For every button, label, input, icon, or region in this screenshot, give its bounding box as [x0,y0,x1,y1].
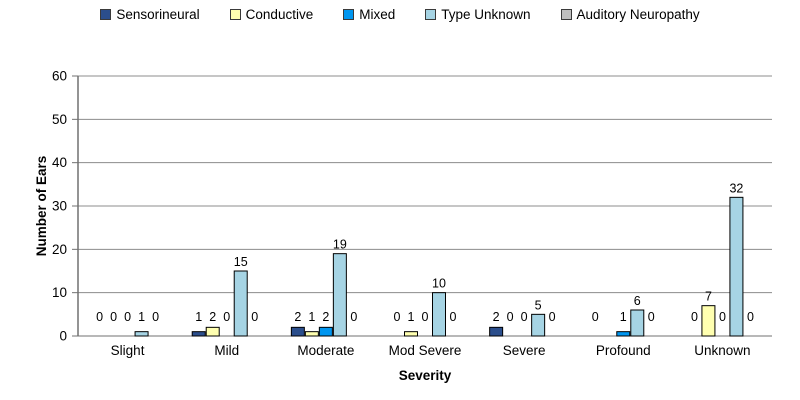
bar-sensorineural-moderate [290,326,305,337]
value-label: 2 [294,310,301,324]
value-label: 2 [322,310,329,324]
value-label: 2 [209,310,216,324]
y-tick-label-50: 50 [52,112,67,127]
legend-item-sensorineural: Sensorineural [100,7,200,22]
value-label: 0 [719,310,726,324]
bar-type-unknown-mod-severe [432,292,446,337]
bar-conductive-mild [205,326,220,337]
bar-mixed-moderate [318,326,333,337]
value-label: 0 [96,310,103,324]
value-label: 1 [195,310,202,324]
legend-label-conductive: Conductive [245,7,314,22]
chart-legend: Sensorineural Conductive Mixed Type Unkn… [0,8,800,22]
x-category-label-mod-severe: Mod Severe [389,343,462,358]
bar-type-unknown-profound [630,309,645,337]
value-label: 15 [234,255,248,269]
value-label: 0 [450,310,457,324]
y-tick-label-60: 60 [52,69,67,84]
legend-swatch-sensorineural [100,9,112,21]
legend-label-mixed: Mixed [359,7,396,22]
value-label: 19 [333,238,347,252]
value-label: 0 [251,310,258,324]
bar-mixed-profound [616,331,631,337]
legend-swatch-type-unknown [425,9,437,21]
legend-swatch-mixed [343,9,355,21]
value-label: 0 [152,310,159,324]
bar-type-unknown-moderate [332,253,347,337]
bar-sensorineural-mild [191,331,206,337]
value-label: 1 [408,310,415,324]
legend-item-mixed: Mixed [343,8,395,22]
y-tick-label-40: 40 [52,155,67,170]
x-category-label-unknown: Unknown [694,343,750,358]
x-category-label-slight: Slight [111,343,145,358]
value-label: 6 [634,294,641,308]
bar-sensorineural-severe [489,326,504,337]
value-label: 0 [507,310,514,324]
value-label: 1 [138,310,145,324]
x-category-label-mild: Mild [214,343,239,358]
value-label: 1 [308,310,315,324]
value-label: 0 [592,310,599,324]
x-axis-title: Severity [399,368,452,383]
y-tick-label-0: 0 [59,329,67,344]
legend-swatch-conductive [229,9,241,21]
value-label: 0 [691,310,698,324]
value-label: 5 [535,298,542,312]
legend-item-type-unknown: Type Unknown [425,7,531,22]
value-label: 0 [223,310,230,324]
value-label: 32 [729,181,743,195]
value-label: 0 [422,310,429,324]
value-label: 10 [432,277,446,291]
legend-swatch-auditory-neuropathy [560,9,572,21]
value-label: 7 [705,290,712,304]
bar-type-unknown-unknown [729,196,744,337]
value-label: 0 [350,310,357,324]
bar-conductive-moderate [304,331,319,337]
value-label: 0 [394,310,401,324]
value-label: 0 [110,310,117,324]
y-tick-label-10: 10 [52,285,67,300]
bar-conductive-mod-severe [404,331,418,337]
bar-type-unknown-slight [134,331,149,337]
value-label: 1 [620,310,627,324]
legend-item-auditory-neuropathy: Auditory Neuropathy [560,7,700,22]
value-label: 0 [124,310,131,324]
y-axis-title: Number of Ears [34,156,49,257]
legend-item-conductive: Conductive [229,7,314,22]
value-label: 0 [747,310,754,324]
x-category-label-severe: Severe [503,343,546,358]
x-category-label-profound: Profound [596,343,651,358]
value-label: 2 [493,310,500,324]
bar-type-unknown-severe [531,313,546,337]
value-label: 0 [521,310,528,324]
bar-conductive-unknown [701,305,716,337]
x-category-label-moderate: Moderate [297,343,354,358]
legend-label-sensorineural: Sensorineural [116,7,200,22]
value-label: 0 [549,310,556,324]
y-tick-label-20: 20 [52,242,67,257]
legend-label-type-unknown: Type Unknown [441,7,531,22]
bar-type-unknown-mild [233,270,248,337]
legend-label-auditory-neuropathy: Auditory Neuropathy [576,7,700,22]
y-tick-label-30: 30 [52,199,67,214]
value-label: 0 [648,310,655,324]
